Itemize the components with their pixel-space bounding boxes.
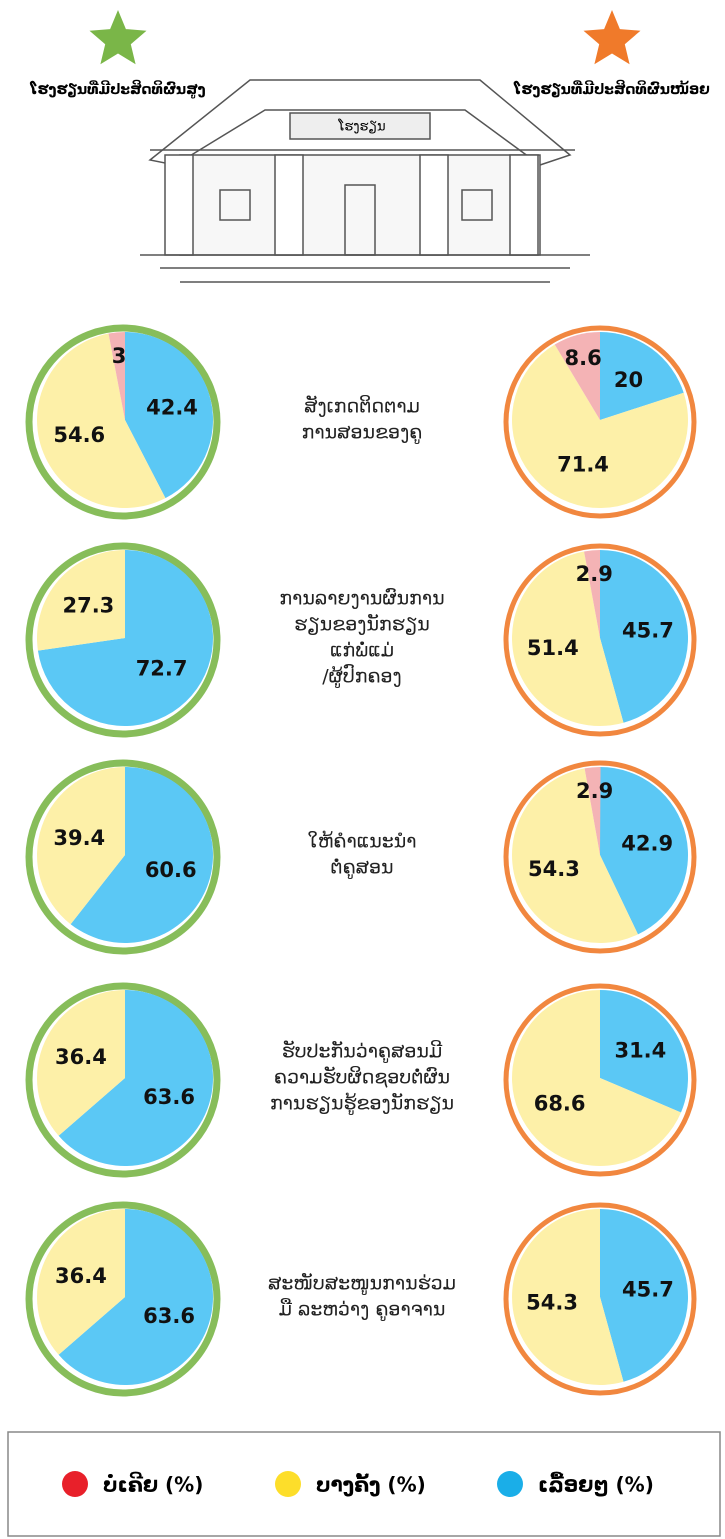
slice-label: 2.9: [576, 562, 613, 586]
slice-label: 51.4: [527, 636, 579, 660]
row-label: ມື ລະຫວ່າງ ຄູອາຈານ: [279, 1297, 446, 1323]
school-building: [140, 80, 590, 282]
slice-label: 63.6: [143, 1304, 195, 1328]
legend-dot: [275, 1471, 301, 1497]
legend-label: ບາງຄັ້ງ (%): [316, 1473, 426, 1497]
slice-label: 68.6: [534, 1092, 586, 1116]
legend-label: ບໍ່ເຄີຍ (%): [103, 1473, 203, 1497]
row-label: ຮຽນຂອງນັກຮຽນ: [294, 612, 430, 635]
slice-label: 42.9: [621, 831, 673, 855]
slice-label: 31.4: [614, 1038, 666, 1062]
legend-dot: [497, 1471, 523, 1497]
high-label: ໂຮງຮຽນທີ່ມີປະສິດທິຜົນສູງ: [29, 80, 205, 99]
slice-label: 54.3: [526, 1291, 578, 1315]
row-label: ຕໍ່ຄູສອນ: [330, 857, 393, 881]
row-label: ຮັບປະກັນວ່າຄູສອນມີ: [282, 1039, 443, 1065]
slice-label: 54.6: [53, 423, 105, 447]
slice-label: 54.3: [528, 857, 580, 881]
star-high: [90, 10, 147, 64]
slice-label: 45.7: [622, 1277, 674, 1301]
slice-label: 20: [614, 368, 643, 392]
legend-label: ເລື້ອຍໆ (%): [538, 1473, 654, 1497]
slice-label: 42.4: [146, 396, 198, 420]
row-label: /ຜູ້ປົກຄອງ: [322, 662, 401, 689]
slice-label: 2.9: [576, 779, 613, 803]
slice-label: 72.7: [136, 657, 188, 681]
slice-label: 36.4: [55, 1264, 107, 1288]
row-label: ແກ່ພໍ່ແມ່: [330, 640, 394, 662]
slice-label: 36.4: [55, 1045, 107, 1069]
row-label: ການສອນຂອງຄູ: [302, 422, 423, 446]
sign-text: ໂຮງຮຽນ: [337, 120, 385, 135]
slice-label: 60.6: [145, 858, 197, 882]
legend-dot: [62, 1471, 88, 1497]
slice-label: 8.6: [564, 346, 601, 370]
slice-label: 27.3: [62, 593, 114, 617]
row-label: ການລາຍງານຜົນການ: [279, 587, 444, 610]
row-label: ໃຫ້ຄຳແນະນຳ: [307, 830, 416, 852]
row-label: ການຮຽນຮູ້ຂອງນັກຮຽນ: [270, 1091, 454, 1116]
slice-label: 39.4: [53, 826, 105, 850]
infographic: ໂຮງຮຽນ ໂຮງຮຽນທີ່ມີປະສິດທິຜົນສູງ ໂຮງຮຽນທີ…: [0, 0, 725, 1539]
low-label: ໂຮງຮຽນທີ່ມີປະສິດທິຜົນໜ້ອຍ: [513, 80, 710, 98]
slice-label: 3: [112, 344, 127, 368]
slice-label: 45.7: [622, 618, 674, 642]
row-label: ຄວາມຮັບຜິດຊອບຕໍ່ຜົນ: [274, 1065, 450, 1089]
star-low: [584, 10, 641, 64]
slice-label: 63.6: [143, 1085, 195, 1109]
slice-label: 71.4: [557, 452, 609, 476]
row-label: ສະໜັບສະໜູນການຮ່ວມ: [268, 1271, 456, 1296]
row-label: ສັງເກດຕິດຕາມ: [304, 393, 420, 417]
